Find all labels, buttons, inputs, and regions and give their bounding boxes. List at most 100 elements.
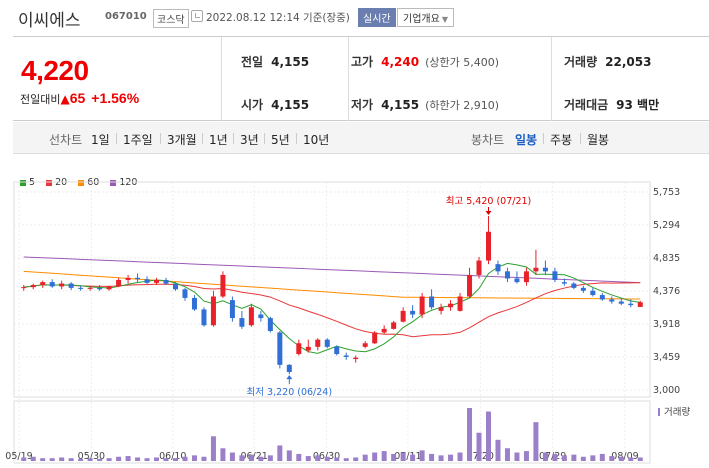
candle-body: [229, 300, 235, 319]
stock-code: 067010: [105, 11, 147, 22]
amount-value: 93 백만: [616, 98, 660, 112]
low-annotation: 최저 3,220 (06/24): [247, 387, 333, 398]
candle-body: [419, 296, 425, 315]
y-tick-label: 3,918: [653, 319, 680, 330]
candle-monthly[interactable]: 월봉: [587, 133, 610, 147]
volume-bar: [353, 457, 359, 461]
candle-body: [590, 290, 596, 296]
volume-bar: [457, 452, 463, 461]
realtime-badge: 실시간: [358, 8, 396, 27]
volume-bar: [599, 453, 605, 461]
divider: [543, 133, 544, 144]
period-10y[interactable]: 10년: [303, 133, 330, 147]
open-label: 시가: [241, 98, 264, 112]
volume-bar: [106, 458, 112, 461]
candle-body: [410, 310, 416, 315]
chart-frame: [13, 181, 651, 398]
divider: [160, 133, 161, 144]
candle-daily[interactable]: 일봉: [515, 133, 538, 147]
candle-body: [286, 364, 292, 373]
divider: [221, 37, 222, 121]
price-chart[interactable]: 5,753 5,294 4,835 4,376 3,918 3,459 3,000 05/19…: [0, 160, 709, 468]
volume-bar: [267, 455, 273, 461]
period-5y[interactable]: 5년: [271, 133, 290, 147]
divider: [348, 37, 349, 121]
candle-weekly[interactable]: 주봉: [550, 133, 573, 147]
volume-bar: [210, 436, 216, 461]
volume-bar: [135, 457, 141, 461]
ma20-line: [23, 282, 641, 338]
low-value: 4,155: [381, 98, 420, 112]
quote-panel: 4,220 전일대비▲65 +1.56% 전일 4,155 시가 4,155 고가 4,…: [13, 36, 709, 121]
change-percent: +1.56%: [91, 90, 140, 106]
candle-body: [334, 346, 340, 355]
divider: [264, 133, 265, 144]
volume-bar: [144, 458, 150, 461]
volume-bar: [229, 452, 235, 461]
volume-bar: [495, 439, 501, 461]
amount-label: 거래대금: [564, 98, 609, 112]
low-arrow-head: [286, 375, 293, 380]
candle-body: [248, 307, 254, 326]
divider: [202, 133, 203, 144]
candle-body: [372, 332, 378, 344]
volume-bar: [191, 455, 197, 461]
volume-legend-swatch: [658, 408, 660, 416]
candle-body: [448, 303, 454, 308]
y-tick-label: 3,000: [653, 385, 680, 396]
candle-body: [315, 339, 321, 347]
candle-body: [30, 284, 36, 288]
company-info-label: 기업개요: [403, 14, 440, 25]
volume-label: 거래량: [664, 406, 690, 418]
volume-bar: [315, 455, 321, 461]
volume-bar: [618, 456, 624, 461]
candle-body: [571, 283, 577, 288]
candle-body: [201, 309, 207, 326]
period-1d[interactable]: 1일: [91, 133, 110, 147]
volume-bar: [438, 455, 444, 461]
lower-limit: (하한가 2,910): [425, 99, 499, 112]
candle-body: [504, 271, 510, 279]
candle-body: [305, 346, 311, 351]
volume-bar: [258, 456, 264, 461]
volume-bar: [637, 457, 643, 461]
y-tick-label: 5,753: [653, 187, 680, 198]
period-1w[interactable]: 1주일: [123, 133, 153, 147]
x-tick-label: 06/30: [313, 451, 340, 462]
candle-body: [21, 287, 27, 289]
company-info-button[interactable]: 기업개요 ▼: [397, 8, 454, 27]
candle-body: [59, 283, 65, 287]
stock-name: 이씨에스: [18, 11, 81, 31]
candle-body: [191, 297, 197, 310]
volume-bar: [87, 458, 93, 461]
volume-bar: [362, 454, 368, 461]
period-3y[interactable]: 3년: [240, 133, 259, 147]
change-row: 전일대비▲65 +1.56%: [20, 90, 139, 107]
volume-bar: [580, 456, 586, 461]
candle-body: [542, 267, 548, 272]
high-annotation: 최고 5,420 (07/21): [446, 196, 532, 207]
candle-body: [97, 287, 103, 290]
line-chart-label: 선차트: [49, 133, 83, 147]
volume-bar: [400, 452, 406, 461]
candle-body: [296, 343, 302, 355]
volume: 거래량 22,053: [564, 53, 651, 70]
period-3m[interactable]: 3개월: [167, 133, 197, 147]
volume-bar: [125, 456, 131, 461]
volume-bar: [182, 456, 188, 461]
prev-value: 4,155: [271, 55, 310, 69]
volume-bar: [552, 453, 558, 461]
candle-body: [400, 310, 406, 322]
candle-body: [533, 267, 539, 272]
volume-bar: [59, 457, 65, 461]
candle-body: [561, 282, 567, 284]
ma120-line: [23, 256, 641, 284]
x-tick-label: 07/11: [394, 451, 421, 462]
x-tick-label: 05/19: [5, 451, 32, 462]
volume-bar: [429, 453, 435, 461]
candle-body: [87, 287, 93, 289]
period-1y[interactable]: 1년: [209, 133, 228, 147]
volume-bar: [30, 456, 36, 461]
volume-bar: [504, 448, 510, 461]
candle-body: [163, 279, 169, 284]
